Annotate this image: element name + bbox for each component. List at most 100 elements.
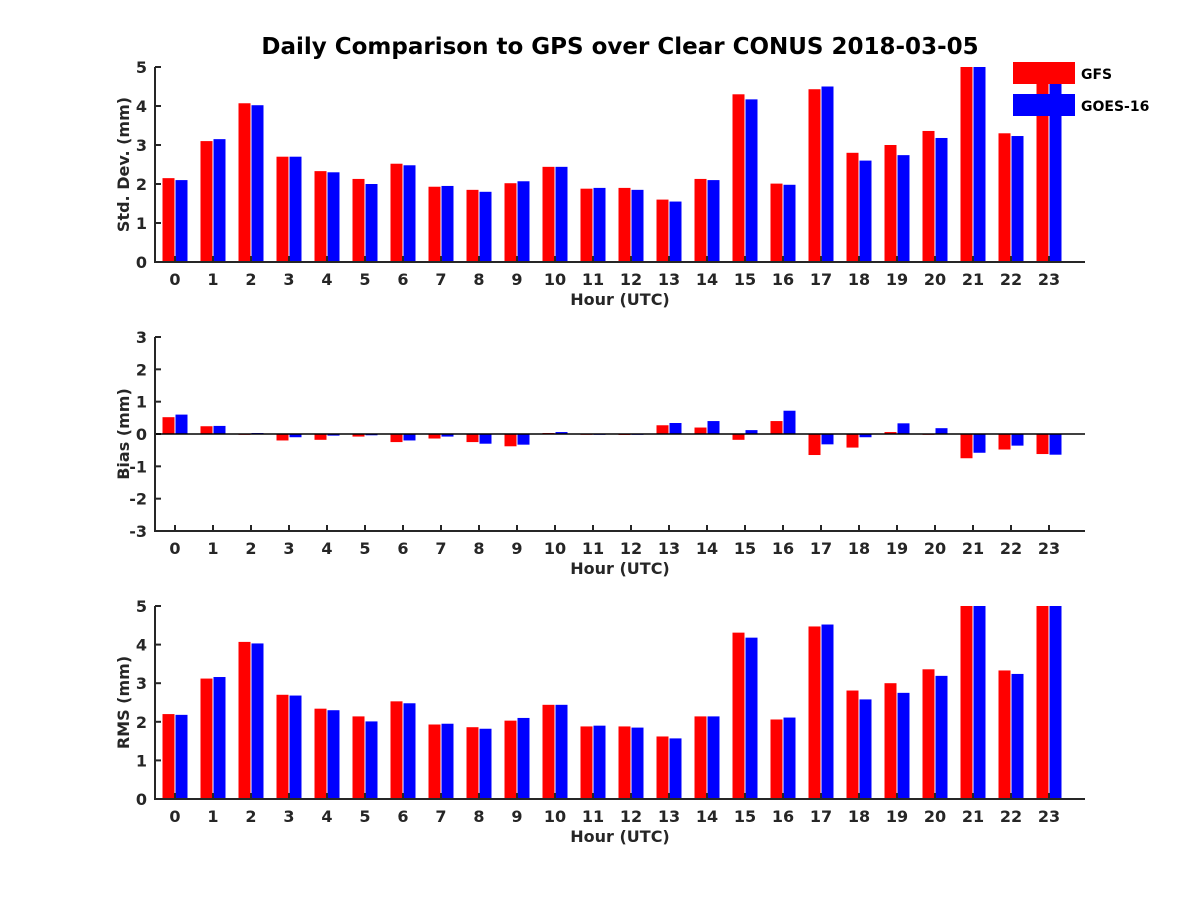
stddev-bar-gfs-20 (922, 130, 935, 262)
rms-bar-gfs-21 (960, 606, 973, 799)
bias-bar-gfs-17 (808, 434, 821, 456)
rms-bar-goes-16-12 (631, 727, 644, 799)
bias-xtick-label-21: 21 (962, 539, 984, 558)
stddev-bar-gfs-21 (960, 67, 973, 262)
stddev-ytick-label-1: 1 (136, 214, 147, 233)
rms-bar-goes-16-17 (821, 624, 834, 799)
rms-bar-gfs-4 (314, 708, 327, 799)
bias-xtick-label-9: 9 (511, 539, 522, 558)
bias-bar-gfs-19 (884, 432, 897, 434)
rms-xtick-label-8: 8 (473, 807, 484, 826)
rms-bar-goes-16-23 (1049, 606, 1062, 799)
stddev-bar-goes-16-21 (973, 67, 986, 262)
stddev-bar-goes-16-15 (745, 99, 758, 263)
stddev-bar-gfs-22 (998, 133, 1011, 262)
stddev-xtick-label-7: 7 (435, 270, 446, 289)
rms-xtick-label-4: 4 (321, 807, 332, 826)
rms-bar-goes-16-9 (517, 717, 530, 799)
bias-bar-goes-16-23 (1049, 434, 1062, 455)
stddev-bar-goes-16-0 (175, 180, 188, 262)
stddev-bar-gfs-10 (542, 166, 555, 262)
bias-ytick-label-0: -3 (129, 522, 147, 541)
bias-bar-goes-16-15 (745, 430, 758, 434)
rms-ytick-label-4: 4 (136, 636, 147, 655)
bias-bar-gfs-22 (998, 434, 1011, 450)
bias-bar-gfs-14 (694, 427, 707, 434)
bias-xtick-label-2: 2 (245, 539, 256, 558)
rms-xlabel: Hour (UTC) (570, 827, 670, 846)
stddev-bar-gfs-4 (314, 171, 327, 262)
rms-bar-goes-16-19 (897, 692, 910, 799)
rms-bar-gfs-22 (998, 670, 1011, 799)
rms-xtick-label-5: 5 (359, 807, 370, 826)
rms-bar-goes-16-13 (669, 738, 682, 799)
rms-bar-gfs-17 (808, 626, 821, 799)
stddev-bar-gfs-14 (694, 178, 707, 262)
bias-bar-gfs-23 (1036, 434, 1049, 455)
bias-xtick-label-6: 6 (397, 539, 408, 558)
stddev-xtick-label-1: 1 (207, 270, 218, 289)
stddev-xtick-label-20: 20 (924, 270, 946, 289)
bias-xtick-label-22: 22 (1000, 539, 1022, 558)
stddev-bar-goes-16-5 (365, 184, 378, 262)
bias-bar-goes-16-6 (403, 434, 416, 441)
rms-bar-goes-16-10 (555, 704, 568, 799)
stddev-bar-gfs-2 (238, 103, 251, 263)
rms-xtick-label-3: 3 (283, 807, 294, 826)
bias-bar-goes-16-13 (669, 423, 682, 434)
legend-label-goes-16: GOES-16 (1081, 99, 1149, 115)
rms-bar-goes-16-2 (251, 643, 264, 799)
rms-bar-goes-16-8 (479, 728, 492, 799)
rms-bar-gfs-16 (770, 719, 783, 799)
bias-bar-gfs-9 (504, 434, 517, 447)
rms-bar-goes-16-7 (441, 723, 454, 799)
stddev-bar-goes-16-3 (289, 156, 302, 262)
bias-bar-gfs-16 (770, 421, 783, 434)
bias-xtick-label-7: 7 (435, 539, 446, 558)
rms-bar-goes-16-0 (175, 714, 188, 799)
stddev-xtick-label-9: 9 (511, 270, 522, 289)
bias-bar-gfs-8 (466, 434, 479, 443)
stddev-bar-goes-16-19 (897, 155, 910, 262)
rms-xtick-label-19: 19 (886, 807, 908, 826)
rms-xtick-label-14: 14 (696, 807, 718, 826)
bias-bar-goes-16-21 (973, 434, 986, 453)
bias-ylabel: Bias (mm) (114, 388, 133, 480)
bias-bar-goes-16-18 (859, 434, 872, 438)
rms-xtick-label-6: 6 (397, 807, 408, 826)
stddev-xtick-label-14: 14 (696, 270, 718, 289)
rms-bar-goes-16-1 (213, 677, 226, 799)
stddev-bar-gfs-1 (200, 141, 213, 262)
stddev-xtick-label-19: 19 (886, 270, 908, 289)
bias-bar-goes-16-16 (783, 410, 796, 434)
stddev-bar-goes-16-17 (821, 86, 834, 262)
rms-bar-goes-16-11 (593, 725, 606, 799)
stddev-bar-goes-16-14 (707, 180, 720, 262)
rms-bar-gfs-12 (618, 726, 631, 799)
rms-xtick-label-13: 13 (658, 807, 680, 826)
rms-bar-goes-16-6 (403, 703, 416, 799)
stddev-bar-gfs-19 (884, 145, 897, 262)
stddev-bar-goes-16-10 (555, 166, 568, 262)
stddev-ytick-label-2: 2 (136, 175, 147, 194)
stddev-bar-gfs-9 (504, 183, 517, 262)
stddev-bar-gfs-8 (466, 189, 479, 262)
rms-ytick-label-0: 0 (136, 790, 147, 809)
bias-bar-goes-16-17 (821, 434, 834, 445)
rms-xtick-label-9: 9 (511, 807, 522, 826)
stddev-xtick-label-4: 4 (321, 270, 332, 289)
stddev-xtick-label-22: 22 (1000, 270, 1022, 289)
stddev-xtick-label-5: 5 (359, 270, 370, 289)
rms-xtick-label-23: 23 (1038, 807, 1060, 826)
bias-bar-goes-16-4 (327, 434, 340, 436)
rms-bar-goes-16-16 (783, 717, 796, 799)
rms-bar-goes-16-5 (365, 721, 378, 799)
rms-bar-goes-16-4 (327, 710, 340, 799)
bias-xtick-label-14: 14 (696, 539, 718, 558)
rms-ytick-label-5: 5 (136, 597, 147, 616)
stddev-bar-gfs-3 (276, 156, 289, 262)
rms-bar-gfs-20 (922, 669, 935, 799)
rms-xtick-label-20: 20 (924, 807, 946, 826)
